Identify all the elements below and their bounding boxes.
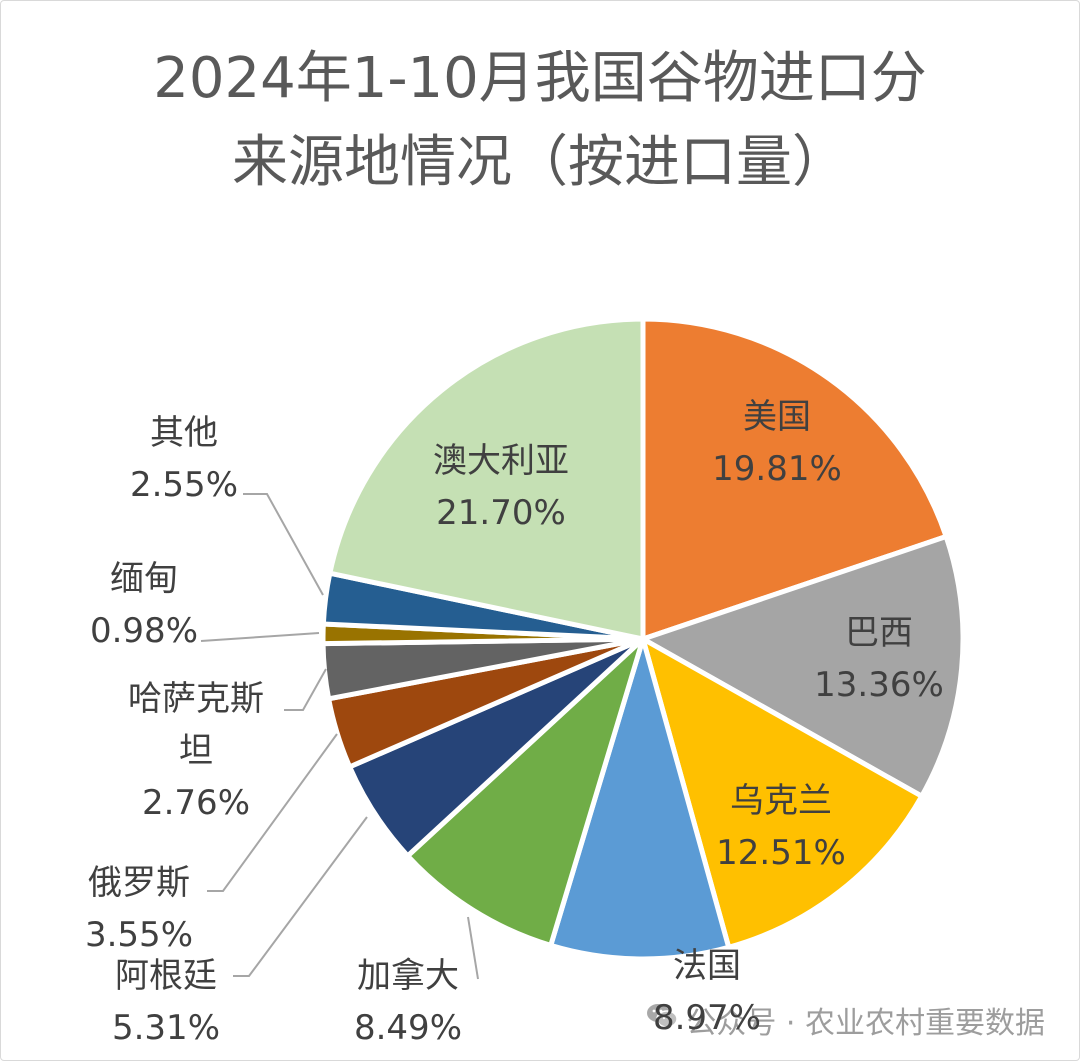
- data-label-ukraine: 乌克兰 12.51%: [671, 775, 891, 879]
- data-label-others: 其他 2.55%: [74, 407, 294, 511]
- data-label-myanmar: 缅甸 0.98%: [34, 553, 254, 657]
- pie-slice-canada: [405, 636, 646, 948]
- value-label-argentina: 5.31%: [111, 1008, 220, 1048]
- data-label-usa: 美国 19.81%: [667, 391, 887, 495]
- leader-line-russia: [207, 733, 338, 892]
- value-label-usa: 19.81%: [712, 449, 842, 489]
- value-label-myanmar: 0.98%: [89, 611, 198, 651]
- data-label-brazil: 巴西 13.36%: [769, 607, 989, 711]
- category-label-france: 法国: [673, 946, 741, 986]
- data-label-france: 法国 8.97%: [597, 940, 817, 1044]
- category-label-usa: 美国: [743, 397, 811, 437]
- category-label-argentina: 阿根廷: [115, 956, 217, 996]
- pie-slice-brazil: [640, 534, 966, 799]
- value-label-ukraine: 12.51%: [716, 833, 846, 873]
- pie-slice-france: [548, 636, 732, 962]
- leader-line-kazakhstan: [284, 668, 327, 711]
- category-label-brazil: 巴西: [845, 613, 913, 653]
- category-label-kazakhstan: 哈萨克斯坦: [128, 679, 264, 771]
- data-label-argentina: 阿根廷 5.31%: [56, 950, 276, 1054]
- pie-slice-australia: [327, 316, 646, 642]
- value-label-canada: 8.49%: [353, 1008, 462, 1048]
- pie-slice-ukraine: [640, 636, 925, 950]
- pie-slices: [320, 316, 966, 962]
- leader-lines: [200, 493, 479, 980]
- category-label-canada: 加拿大: [357, 956, 459, 996]
- chart-title: 2024年1-10月我国谷物进口分 来源地情况（按进口量）: [153, 46, 927, 195]
- value-label-australia: 21.70%: [436, 493, 566, 533]
- leader-line-canada: [467, 916, 479, 980]
- data-label-canada: 加拿大 8.49%: [298, 950, 518, 1054]
- leader-line-others: [243, 493, 324, 596]
- value-label-brazil: 13.36%: [814, 665, 944, 705]
- data-label-australia: 澳大利亚 21.70%: [391, 435, 611, 539]
- category-label-others: 其他: [150, 413, 218, 453]
- watermark: 公众号 · 农业农村重要数据: [646, 1001, 1045, 1041]
- category-label-myanmar: 缅甸: [110, 559, 178, 599]
- value-label-france: 8.97%: [652, 998, 761, 1038]
- category-label-russia: 俄罗斯: [88, 863, 190, 903]
- watermark-text: 公众号 · 农业农村重要数据: [686, 1006, 1045, 1041]
- value-label-others: 2.55%: [129, 465, 238, 505]
- value-label-russia: 3.55%: [84, 915, 193, 955]
- category-label-australia: 澳大利亚: [433, 441, 569, 481]
- leader-line-myanmar: [200, 632, 320, 642]
- category-label-ukraine: 乌克兰: [730, 781, 832, 821]
- wechat-icon: [646, 1002, 679, 1038]
- value-label-kazakhstan: 2.76%: [141, 783, 250, 823]
- data-label-russia: 俄罗斯 3.55%: [29, 857, 249, 961]
- leader-line-argentina: [233, 816, 368, 977]
- data-label-kazakhstan: 哈萨克斯坦 2.76%: [86, 673, 306, 829]
- pie-slice-usa: [640, 316, 949, 642]
